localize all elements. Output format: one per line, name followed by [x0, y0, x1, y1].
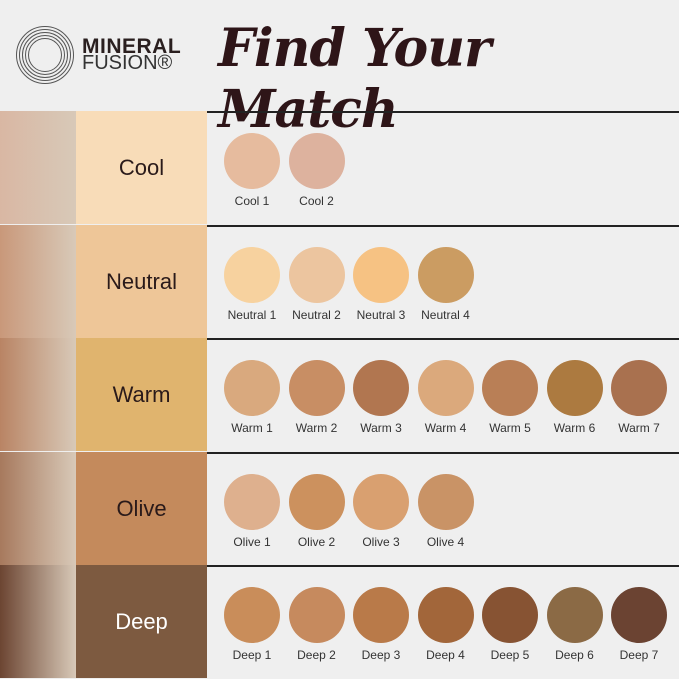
shade-swatch[interactable]: [417, 474, 474, 530]
shade-label: Olive 4: [426, 535, 465, 549]
tone-label: Olive: [76, 452, 207, 565]
model-photo: [0, 338, 76, 451]
shade-swatch[interactable]: [353, 587, 409, 643]
shade-label: Neutral 4: [421, 308, 470, 322]
shade-swatch[interactable]: [288, 133, 345, 189]
shade-swatch[interactable]: [224, 247, 280, 303]
row-divider: [207, 565, 679, 567]
brand-logo: MINERAL FUSION®: [16, 26, 181, 84]
tone-row-neutral: Neutral Neutral 1 Neutral 2 Neutral 3 Ne…: [0, 225, 679, 339]
page-title: Find Your Match: [218, 18, 491, 140]
shade-label: Deep 1: [232, 648, 272, 662]
shade-swatch[interactable]: [353, 474, 409, 530]
shade-swatch[interactable]: [288, 247, 345, 303]
tone-label: Cool: [76, 111, 207, 224]
shade-swatch[interactable]: [288, 360, 345, 416]
shade-swatch[interactable]: [546, 360, 603, 416]
shade-label: Warm 1: [231, 421, 273, 435]
shade-label: Warm 6: [553, 421, 596, 435]
tone-row-cool: Cool Cool 1 Cool 2: [0, 111, 679, 225]
shade-swatch[interactable]: [224, 360, 280, 416]
model-photo: [0, 565, 76, 678]
model-photo: [0, 452, 76, 565]
shade-swatch[interactable]: [611, 360, 667, 416]
shade-swatch[interactable]: [224, 474, 280, 530]
shade-swatch[interactable]: [353, 360, 409, 416]
row-divider: [207, 338, 679, 340]
shade-label: Warm 7: [618, 421, 660, 435]
rings-logo-icon: [16, 26, 74, 84]
shade-label: Warm 4: [424, 421, 467, 435]
row-divider: [207, 111, 679, 113]
shade-label: Warm 5: [489, 421, 531, 435]
shade-swatch[interactable]: [482, 587, 538, 643]
shade-swatch[interactable]: [224, 587, 280, 643]
shade-swatch[interactable]: [546, 587, 603, 643]
tone-row-olive: Olive Olive 1 Olive 2 Olive 3 Olive 4: [0, 452, 679, 566]
shade-label: Olive 1: [233, 535, 271, 549]
row-divider: [207, 452, 679, 454]
shade-label: Cool 2: [299, 194, 334, 208]
shade-label: Olive 3: [362, 535, 400, 549]
shade-swatch[interactable]: [417, 247, 474, 303]
shade-label: Deep 5: [490, 648, 530, 662]
shade-label: Olive 2: [297, 535, 336, 549]
shade-label: Deep 3: [361, 648, 401, 662]
shade-swatch[interactable]: [353, 247, 409, 303]
shade-swatch[interactable]: [482, 360, 538, 416]
shade-swatch[interactable]: [224, 133, 280, 189]
model-photo: [0, 111, 76, 224]
shade-label: Warm 2: [295, 421, 338, 435]
shade-label: Neutral 2: [292, 308, 341, 322]
brand-name-line2: FUSION®: [82, 52, 173, 74]
tone-label: Warm: [76, 338, 207, 451]
tone-row-deep: Deep Deep 1 Deep 2 Deep 3 Deep 4 Deep 5 …: [0, 565, 679, 679]
shade-swatch[interactable]: [288, 587, 345, 643]
shade-swatch[interactable]: [417, 360, 474, 416]
shade-swatch[interactable]: [417, 587, 474, 643]
shade-swatch[interactable]: [288, 474, 345, 530]
shade-label: Neutral 1: [227, 308, 277, 322]
shade-label: Cool 1: [234, 194, 270, 208]
shade-label: Deep 6: [555, 648, 594, 662]
model-photo: [0, 225, 76, 338]
shade-label: Warm 3: [360, 421, 402, 435]
shade-label: Deep 7: [619, 648, 659, 662]
shade-label: Deep 4: [426, 648, 465, 662]
tone-row-warm: Warm Warm 1 Warm 2 Warm 3 Warm 4 Warm 5 …: [0, 338, 679, 452]
shade-label: Neutral 3: [356, 308, 406, 322]
row-divider: [207, 225, 679, 227]
shade-label: Deep 2: [297, 648, 336, 662]
shade-swatch[interactable]: [611, 587, 667, 643]
brand-name-line1: MINERAL: [82, 35, 182, 58]
tone-label: Deep: [76, 565, 207, 678]
tone-label: Neutral: [76, 225, 207, 338]
